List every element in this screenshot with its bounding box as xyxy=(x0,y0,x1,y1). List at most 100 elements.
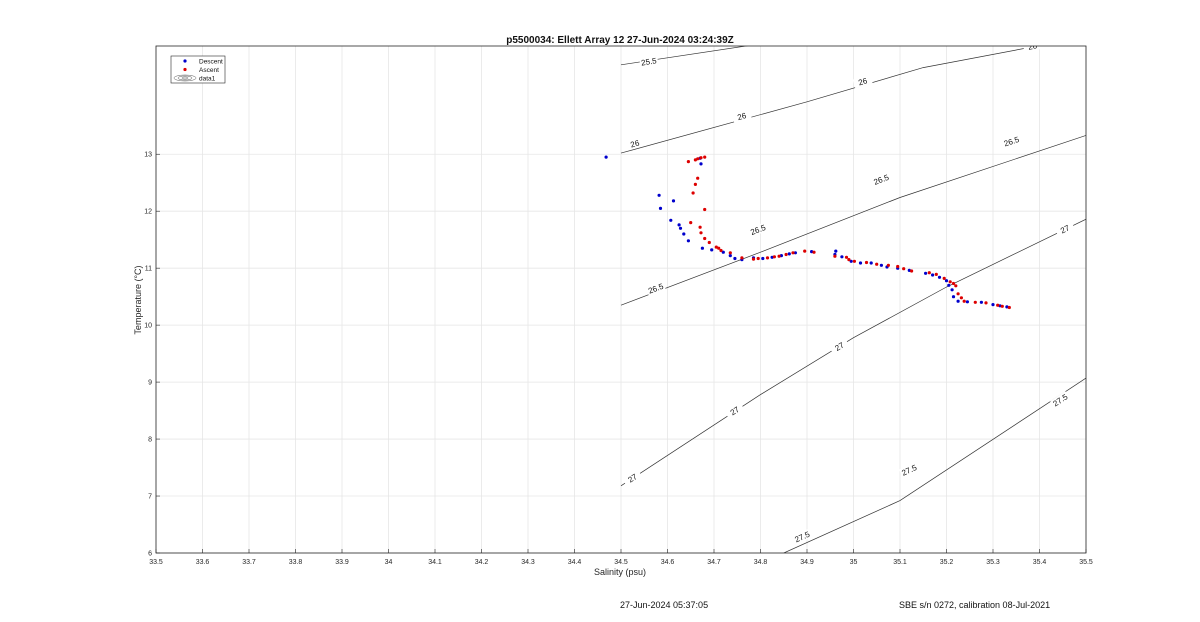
y-tick-label: 8 xyxy=(148,437,152,444)
ascent-point xyxy=(765,256,770,260)
ascent-point xyxy=(864,260,869,265)
descent-point xyxy=(950,288,954,292)
y-tick-label: 10 xyxy=(144,323,152,330)
contour-line-26 xyxy=(620,46,1040,154)
descent-point xyxy=(944,279,949,283)
descent-point xyxy=(810,250,814,254)
descent-point xyxy=(686,239,691,243)
footer-calibration: SBE s/n 0272, calibration 08-Jul-2021 xyxy=(899,600,1051,610)
y-tick-label: 6 xyxy=(148,551,152,558)
x-tick-label: 34.8 xyxy=(754,559,768,566)
descent-point xyxy=(879,263,884,267)
grid-lines xyxy=(155,46,1087,554)
ascent-point xyxy=(1000,304,1004,308)
legend: Descent Ascent data1 xyxy=(170,55,226,84)
ascent-point xyxy=(927,271,931,275)
ascent-point xyxy=(751,257,756,261)
ascent-point xyxy=(875,262,879,266)
ascent-point xyxy=(693,182,698,186)
ascent-point xyxy=(934,272,938,276)
descent-point xyxy=(677,223,681,227)
ascent-point xyxy=(984,301,988,305)
ascent-point xyxy=(847,258,851,262)
descent-point xyxy=(849,259,853,263)
contour-label-bg xyxy=(1001,134,1022,149)
contour-label-bg xyxy=(645,280,666,296)
chart-title: p5500034: Ellett Array 12 27-Jun-2024 03… xyxy=(506,35,734,46)
x-tick-label: 34.9 xyxy=(800,559,814,566)
ascent-point xyxy=(740,256,744,260)
ascent-point xyxy=(703,155,707,159)
x-tick-label: 35.4 xyxy=(1033,559,1047,566)
x-tick-label: 34.7 xyxy=(707,559,721,566)
ascent-point xyxy=(714,245,718,249)
legend-ascent-marker xyxy=(183,67,187,72)
x-tick-label: 33.6 xyxy=(196,559,210,566)
descent-point xyxy=(700,246,705,250)
descent-point xyxy=(869,261,873,265)
ascent-point xyxy=(693,158,698,162)
contour-line-27-5 xyxy=(783,377,1086,553)
ascent-point xyxy=(703,236,707,241)
y-axis-ticks: 6 7 8 9 10 11 12 13 xyxy=(144,152,160,558)
contour-label-bg xyxy=(639,55,659,68)
x-tick-label: 35.1 xyxy=(893,559,907,566)
ascent-point xyxy=(833,254,837,258)
ascent-point xyxy=(973,300,977,304)
contour-label: 26 xyxy=(1027,41,1038,52)
descent-point xyxy=(1005,305,1009,309)
y-tick-label: 11 xyxy=(145,266,152,273)
contour-label-bg xyxy=(731,109,752,123)
ascent-point xyxy=(717,246,721,250)
ascent-point xyxy=(696,176,700,180)
contour-line-27 xyxy=(620,218,1086,487)
descent-point xyxy=(728,254,732,258)
descent-point xyxy=(761,256,765,261)
x-tick-label: 34.6 xyxy=(661,559,675,566)
descent-point xyxy=(699,162,703,166)
descent-point xyxy=(937,275,942,279)
legend-descent-marker xyxy=(183,59,187,63)
contour-label-bg xyxy=(871,171,892,187)
x-tick-label: 33.8 xyxy=(289,559,303,566)
contour-label: 26 xyxy=(857,76,869,87)
descent-point xyxy=(710,248,714,252)
descent-point xyxy=(991,303,995,307)
ascent-point xyxy=(948,280,952,284)
ascent-point xyxy=(902,267,906,271)
ascent-point xyxy=(772,255,777,259)
descent-point xyxy=(604,155,608,159)
x-tick-label: 35 xyxy=(850,559,858,566)
descent-point xyxy=(931,273,935,277)
descent-point xyxy=(787,252,791,256)
x-tick-label: 35.2 xyxy=(940,559,954,566)
contour-label-bg xyxy=(747,222,769,237)
ascent-point xyxy=(784,252,788,257)
ascent-point xyxy=(844,255,849,259)
descent-point xyxy=(721,250,725,254)
ascent-point xyxy=(777,254,781,258)
ascent-point xyxy=(896,264,900,269)
ascent-point xyxy=(852,259,857,263)
ascent-point xyxy=(728,251,732,255)
ascent-point xyxy=(689,221,693,225)
descent-point xyxy=(682,232,686,236)
descent-point xyxy=(669,218,673,222)
data-points xyxy=(604,155,1011,310)
y-tick-label: 13 xyxy=(144,152,152,159)
ascent-point xyxy=(959,296,964,300)
ascent-point xyxy=(756,256,760,261)
contour-label-bg xyxy=(724,402,745,420)
contour-label-bg xyxy=(899,462,920,478)
ascent-point xyxy=(812,250,816,254)
descent-point xyxy=(924,271,928,275)
contour-label-bg xyxy=(852,74,873,89)
x-tick-label: 34.2 xyxy=(475,559,489,566)
contour-label: 26 xyxy=(736,111,747,122)
descent-point xyxy=(947,283,951,287)
ascent-point xyxy=(1007,305,1011,310)
y-tick-label: 7 xyxy=(148,494,152,501)
ascent-point xyxy=(886,263,891,267)
descent-point xyxy=(951,295,956,299)
descent-point xyxy=(733,256,737,261)
